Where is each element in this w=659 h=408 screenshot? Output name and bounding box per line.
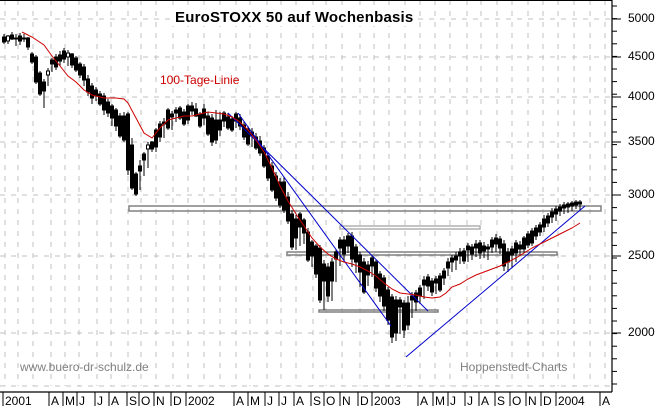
x-tick-label: A [481, 394, 490, 408]
y-tick-label: 5000 [628, 11, 655, 25]
x-tick-label: 2004 [558, 394, 585, 408]
x-tick-label: N [342, 394, 351, 408]
x-tick-label: J [267, 394, 273, 408]
x-tick-label: J [450, 394, 456, 408]
axes [0, 0, 621, 406]
x-tick-label: M [65, 394, 75, 408]
x-tick-label: 2003 [374, 394, 401, 408]
x-tick-label: A [51, 394, 60, 408]
y-tick-label: 2500 [628, 248, 655, 262]
x-tick-label: J [79, 394, 85, 408]
x-tick-label: J [281, 394, 287, 408]
moving-average-label: 100-Tage-Linie [160, 73, 240, 87]
x-tick-label: S [129, 394, 138, 408]
y-tick-label: 2000 [628, 325, 655, 339]
x-tick-label: D [543, 394, 552, 408]
y-tick-label: 3000 [628, 187, 655, 201]
y-tick-label: 4000 [628, 89, 655, 103]
x-tick-label: A [602, 394, 611, 408]
x-tick-label: M [250, 394, 260, 408]
watermark-source: Hoppenstedt-Charts [460, 360, 568, 374]
watermark-website: www.buero-dr-schulz.de [20, 360, 149, 374]
x-tick-label: D [173, 394, 182, 408]
x-tick-label: A [111, 394, 120, 408]
x-tick-label: M [435, 394, 445, 408]
x-tick-label: J [467, 394, 473, 408]
x-tick-label: A [296, 394, 305, 408]
y-tick-label: 4500 [628, 49, 655, 63]
x-tick-label: A [236, 394, 245, 408]
x-tick-label: O [512, 394, 522, 408]
x-tick-label: 2001 [5, 394, 32, 408]
x-tick-label: O [326, 394, 336, 408]
x-tick-label: N [528, 394, 537, 408]
y-tick-label: 3500 [628, 134, 655, 148]
x-tick-label: S [313, 394, 322, 408]
x-tick-label: A [420, 394, 429, 408]
moving-average-line [21, 31, 581, 299]
x-tick-label: N [156, 394, 165, 408]
x-tick-label: J [97, 394, 103, 408]
support-bands [128, 205, 602, 313]
trend-lines [227, 112, 586, 358]
x-tick-label: 2002 [188, 394, 215, 408]
candles [2, 32, 582, 343]
x-tick-label: D [360, 394, 369, 408]
chart-title: EuroSTOXX 50 auf Wochenbasis [172, 9, 417, 26]
x-tick-label: O [141, 394, 151, 408]
x-tick-label: S [497, 394, 506, 408]
grid-lines [0, 0, 612, 387]
